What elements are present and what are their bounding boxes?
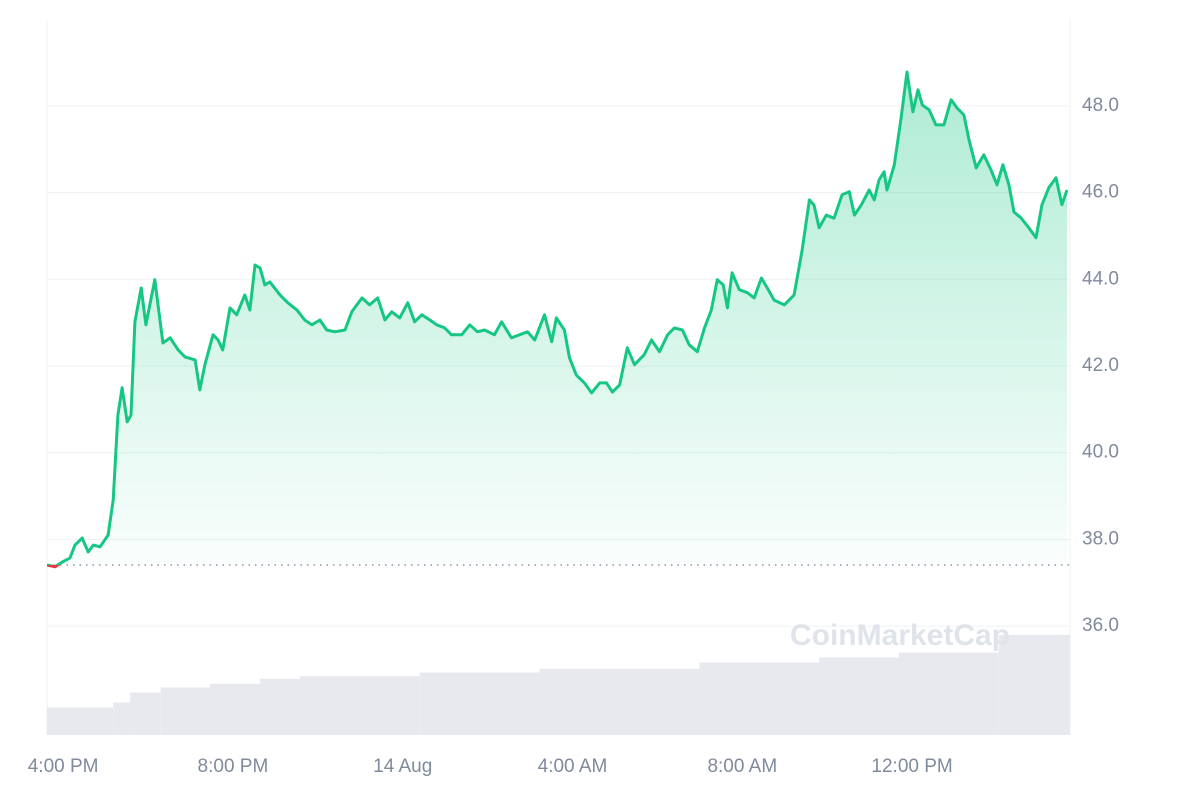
- volume-bar: [819, 657, 899, 735]
- volume-bar: [260, 678, 300, 735]
- price-line: [47, 70, 1069, 566]
- volume-bar: [998, 635, 1070, 735]
- volume-bar: [699, 662, 820, 735]
- volume-bar: [299, 676, 420, 735]
- volume-bar: [210, 683, 261, 735]
- area: [47, 72, 1067, 566]
- y-tick-label: 48.0: [1082, 95, 1119, 116]
- y-tick-label: 42.0: [1082, 355, 1119, 376]
- watermark: CoinMarketCap: [790, 619, 1010, 652]
- volume-bar: [130, 692, 161, 735]
- x-tick-label: 8:00 PM: [198, 756, 269, 777]
- y-tick-label: 36.0: [1082, 615, 1119, 636]
- x-tick-label: 12:00 PM: [871, 756, 952, 777]
- x-tick-label: 4:00 PM: [28, 756, 99, 777]
- volume-bar: [898, 652, 999, 735]
- y-tick-label: 38.0: [1082, 528, 1119, 549]
- volume-bar: [113, 702, 131, 735]
- y-tick-label: 46.0: [1082, 182, 1119, 203]
- x-tick-label: 14 Aug: [373, 756, 432, 777]
- volume-bar: [160, 687, 211, 735]
- x-tick-label: 8:00 AM: [707, 756, 777, 777]
- x-tick-label: 4:00 AM: [538, 756, 608, 777]
- volume-bar: [47, 707, 114, 735]
- volume-bar: [419, 672, 540, 735]
- y-tick-label: 40.0: [1082, 442, 1119, 463]
- y-tick-label: 44.0: [1082, 268, 1119, 289]
- volume-bar: [539, 668, 700, 735]
